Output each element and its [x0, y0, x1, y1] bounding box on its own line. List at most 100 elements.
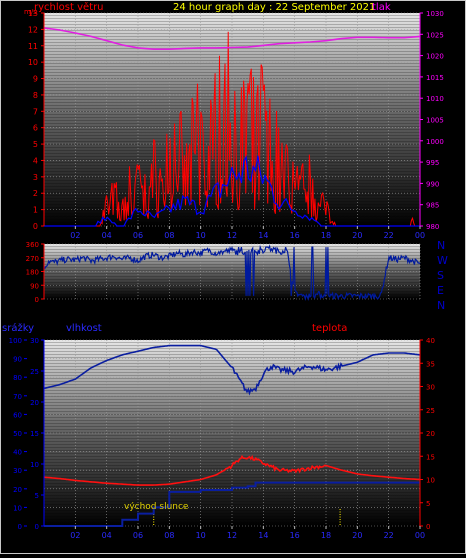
rain-tick-label: 80 — [13, 374, 22, 382]
rain-tick-label: 40 — [13, 449, 22, 457]
rain-series — [44, 481, 420, 527]
direction-plot-axes: 0 90 180 270 360 — [26, 241, 44, 304]
top-hour-label: 20 — [352, 231, 362, 240]
rain-tick-label: 70 — [13, 393, 22, 401]
temperature-tick-label: 0 — [426, 523, 430, 531]
humidity-label: vlhkost — [66, 323, 102, 334]
humidity-tick-label: 15 — [30, 430, 39, 438]
pressure-label: tlak — [372, 2, 391, 13]
temperature-tick-label: 20 — [426, 430, 435, 438]
chart-title: 24 hour graph day : 22 September 2021 — [173, 2, 375, 13]
top-hour-label: 16 — [290, 231, 300, 240]
rain-line — [44, 481, 420, 527]
wind-pressure-panel: 0123456789101112139809859909951000100510… — [28, 9, 444, 240]
temperature-tick-label: 15 — [426, 453, 435, 461]
humidity-series — [43, 344, 421, 396]
wind-direction-line — [43, 244, 421, 302]
wind-tick-label: 10 — [28, 58, 38, 67]
wind-tick-label: 1 — [33, 206, 38, 215]
wind-tick-label: 3 — [33, 173, 38, 182]
wind-tick-label: 0 — [33, 222, 38, 231]
compass-letter-w: W — [437, 254, 448, 267]
pressure-line — [43, 27, 421, 51]
temperature-series — [43, 454, 421, 486]
top-hour-label: 02 — [70, 231, 80, 240]
wind-tick-label: 5 — [33, 140, 38, 149]
rain-tick-label: 50 — [13, 430, 22, 438]
compass-letter-n: N — [437, 299, 445, 312]
wind-tick-label: 12 — [28, 25, 38, 34]
pressure-tick-label: 1005 — [426, 117, 444, 125]
direction-tick-label: 360 — [26, 241, 39, 249]
wind-tick-label: 7 — [33, 107, 38, 116]
rain-tick-label: 30 — [13, 467, 22, 475]
temperature-tick-label: 10 — [426, 477, 435, 485]
pressure-tick-label: 985 — [426, 202, 439, 210]
compass-letter-s: S — [437, 269, 444, 282]
humidity-tick-label: 0 — [35, 523, 39, 531]
top-hour-label: 06 — [133, 231, 143, 240]
pressure-series — [43, 27, 421, 51]
top-hour-label: 04 — [102, 231, 112, 240]
wind-speed-label: rychlost větru — [34, 1, 104, 13]
sunrise-label: východ slunce — [124, 502, 189, 512]
bottom-hour-label: 16 — [290, 531, 300, 540]
pressure-tick-label: 1020 — [426, 53, 444, 61]
compass-letter-n: N — [437, 239, 445, 252]
wind-plot-axes: 0123456789101112139809859909951000100510… — [28, 9, 444, 240]
pressure-tick-label: 995 — [426, 159, 439, 167]
rain-tick-label: 100 — [9, 337, 22, 345]
wind-tick-label: 11 — [28, 42, 38, 51]
pressure-tick-label: 980 — [426, 223, 439, 231]
wind-tick-label: 9 — [33, 75, 38, 84]
temperature-tick-label: 35 — [426, 360, 435, 368]
bottom-hour-label: 06 — [133, 531, 143, 540]
rain-tick-label: 60 — [13, 411, 22, 419]
humidity-tick-label: 10 — [30, 461, 39, 469]
bottom-hour-label: 00 — [415, 531, 425, 540]
pressure-tick-label: 1010 — [426, 95, 444, 103]
bottom-hour-label: 04 — [102, 531, 112, 540]
bottom-hour-label: 10 — [196, 531, 206, 540]
direction-tick-label: 90 — [30, 282, 39, 290]
pressure-tick-label: 990 — [426, 180, 439, 188]
wind-tick-label: 13 — [28, 9, 38, 18]
temperature-line — [43, 454, 421, 486]
top-hour-label: 08 — [164, 231, 174, 240]
temperature-tick-label: 25 — [426, 407, 435, 415]
top-hour-label: 18 — [321, 231, 331, 240]
compass-letter-e: E — [437, 284, 444, 297]
bottom-plot-axes: 0102030405060708090100051015202530051015… — [9, 337, 435, 540]
temperature-label: teplota — [312, 323, 347, 334]
top-hour-label: 10 — [196, 231, 206, 240]
rain-tick-label: 20 — [13, 486, 22, 494]
temperature-tick-label: 5 — [426, 500, 430, 508]
humidity-line — [43, 344, 421, 396]
rain-label: srážky — [2, 322, 34, 334]
rain-tick-label: 0 — [18, 523, 22, 531]
humidity-tick-label: 30 — [30, 337, 39, 345]
bottom-hour-label: 14 — [258, 531, 268, 540]
direction-tick-label: 180 — [26, 269, 39, 277]
wind-tick-label: 2 — [33, 189, 38, 198]
top-hour-label: 00 — [415, 231, 425, 240]
wind-direction-series — [43, 244, 421, 302]
temperature-tick-label: 40 — [426, 337, 435, 345]
pressure-tick-label: 1000 — [426, 138, 444, 146]
top-hour-label: 22 — [384, 231, 394, 240]
bottom-hour-label: 02 — [70, 531, 80, 540]
humidity-tick-label: 25 — [30, 368, 39, 376]
humidity-tick-label: 20 — [30, 399, 39, 407]
pressure-tick-label: 1015 — [426, 74, 444, 82]
pressure-tick-label: 1025 — [426, 31, 444, 39]
bottom-hour-label: 12 — [227, 531, 237, 540]
direction-tick-label: 270 — [26, 255, 39, 263]
bottom-hour-label: 20 — [352, 531, 362, 540]
pressure-tick-label: 1030 — [426, 10, 444, 18]
bottom-hour-label: 22 — [384, 531, 394, 540]
top-hour-label: 14 — [258, 231, 268, 240]
